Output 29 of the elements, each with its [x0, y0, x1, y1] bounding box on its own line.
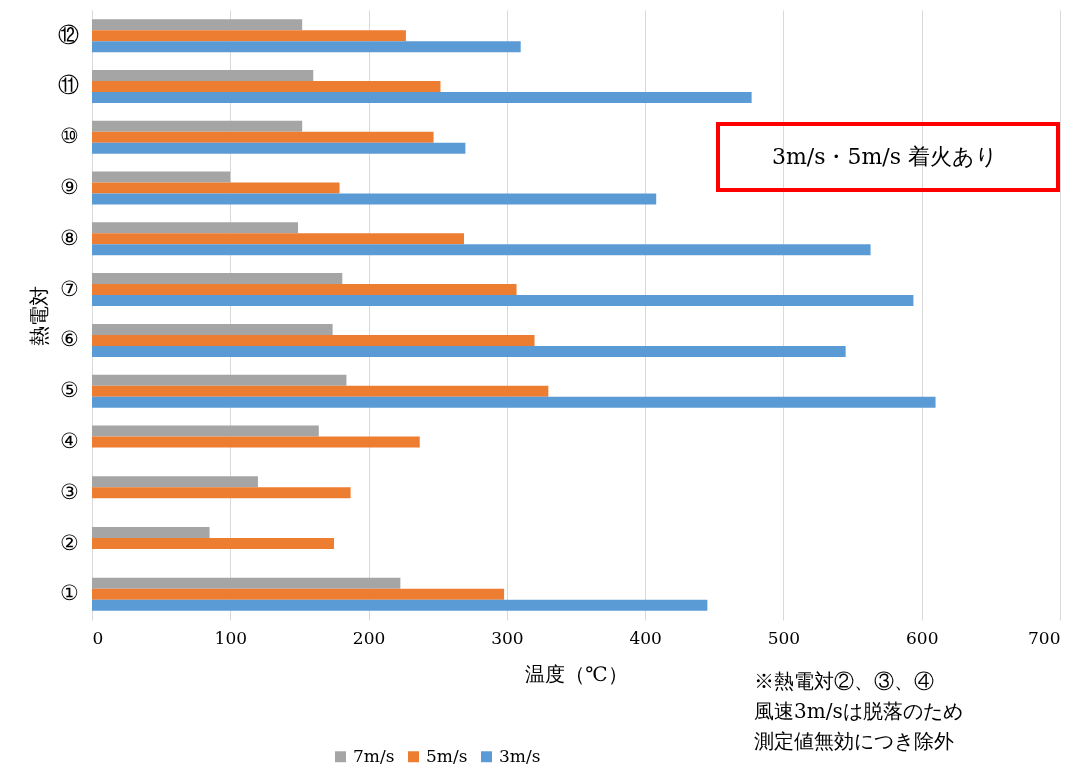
x-tick-label: 300 — [491, 627, 524, 648]
annotation: 3m/s・5m/s 着火あり — [771, 144, 999, 169]
y-tick-label: ⑥ — [59, 327, 79, 352]
x-tick-label: 200 — [352, 627, 386, 648]
y-tick-label: ① — [59, 581, 79, 606]
y-tick-label: ⑩ — [59, 124, 79, 149]
legend-label: 3m/s — [499, 745, 541, 766]
x-tick-label: 700 — [1028, 627, 1061, 648]
legend-label: 7m/s — [353, 745, 395, 766]
y-tick-label: ④ — [59, 428, 79, 453]
text: 風速3m/sは脱落のため — [754, 699, 963, 723]
y-tick-label: ⑪ — [57, 73, 79, 98]
y-tick-label: ⑦ — [59, 276, 79, 301]
x-tick-label: 500 — [767, 627, 801, 648]
y-tick-label: ⑧ — [59, 225, 79, 250]
x-tick-label: 0 — [92, 627, 104, 648]
y-tick-label: ⑤ — [59, 378, 79, 403]
legend-label: 5m/s — [426, 745, 468, 766]
text: 測定値無効につき除外 — [754, 729, 954, 753]
y-tick-label: ② — [59, 530, 79, 555]
y-tick-label: ⑨ — [59, 175, 79, 200]
x-tick-label: 400 — [629, 627, 662, 648]
y-axis-title: 熱電対 — [26, 285, 51, 346]
x-tick-label: 100 — [214, 627, 248, 648]
x-axis-title: 温度（℃） — [525, 661, 628, 686]
y-tick-label: ⑫ — [57, 22, 79, 47]
y-tick-label: ③ — [59, 479, 79, 504]
x-tick-label: 600 — [905, 627, 939, 648]
text: ※熱電対②、③、④ — [754, 669, 934, 693]
